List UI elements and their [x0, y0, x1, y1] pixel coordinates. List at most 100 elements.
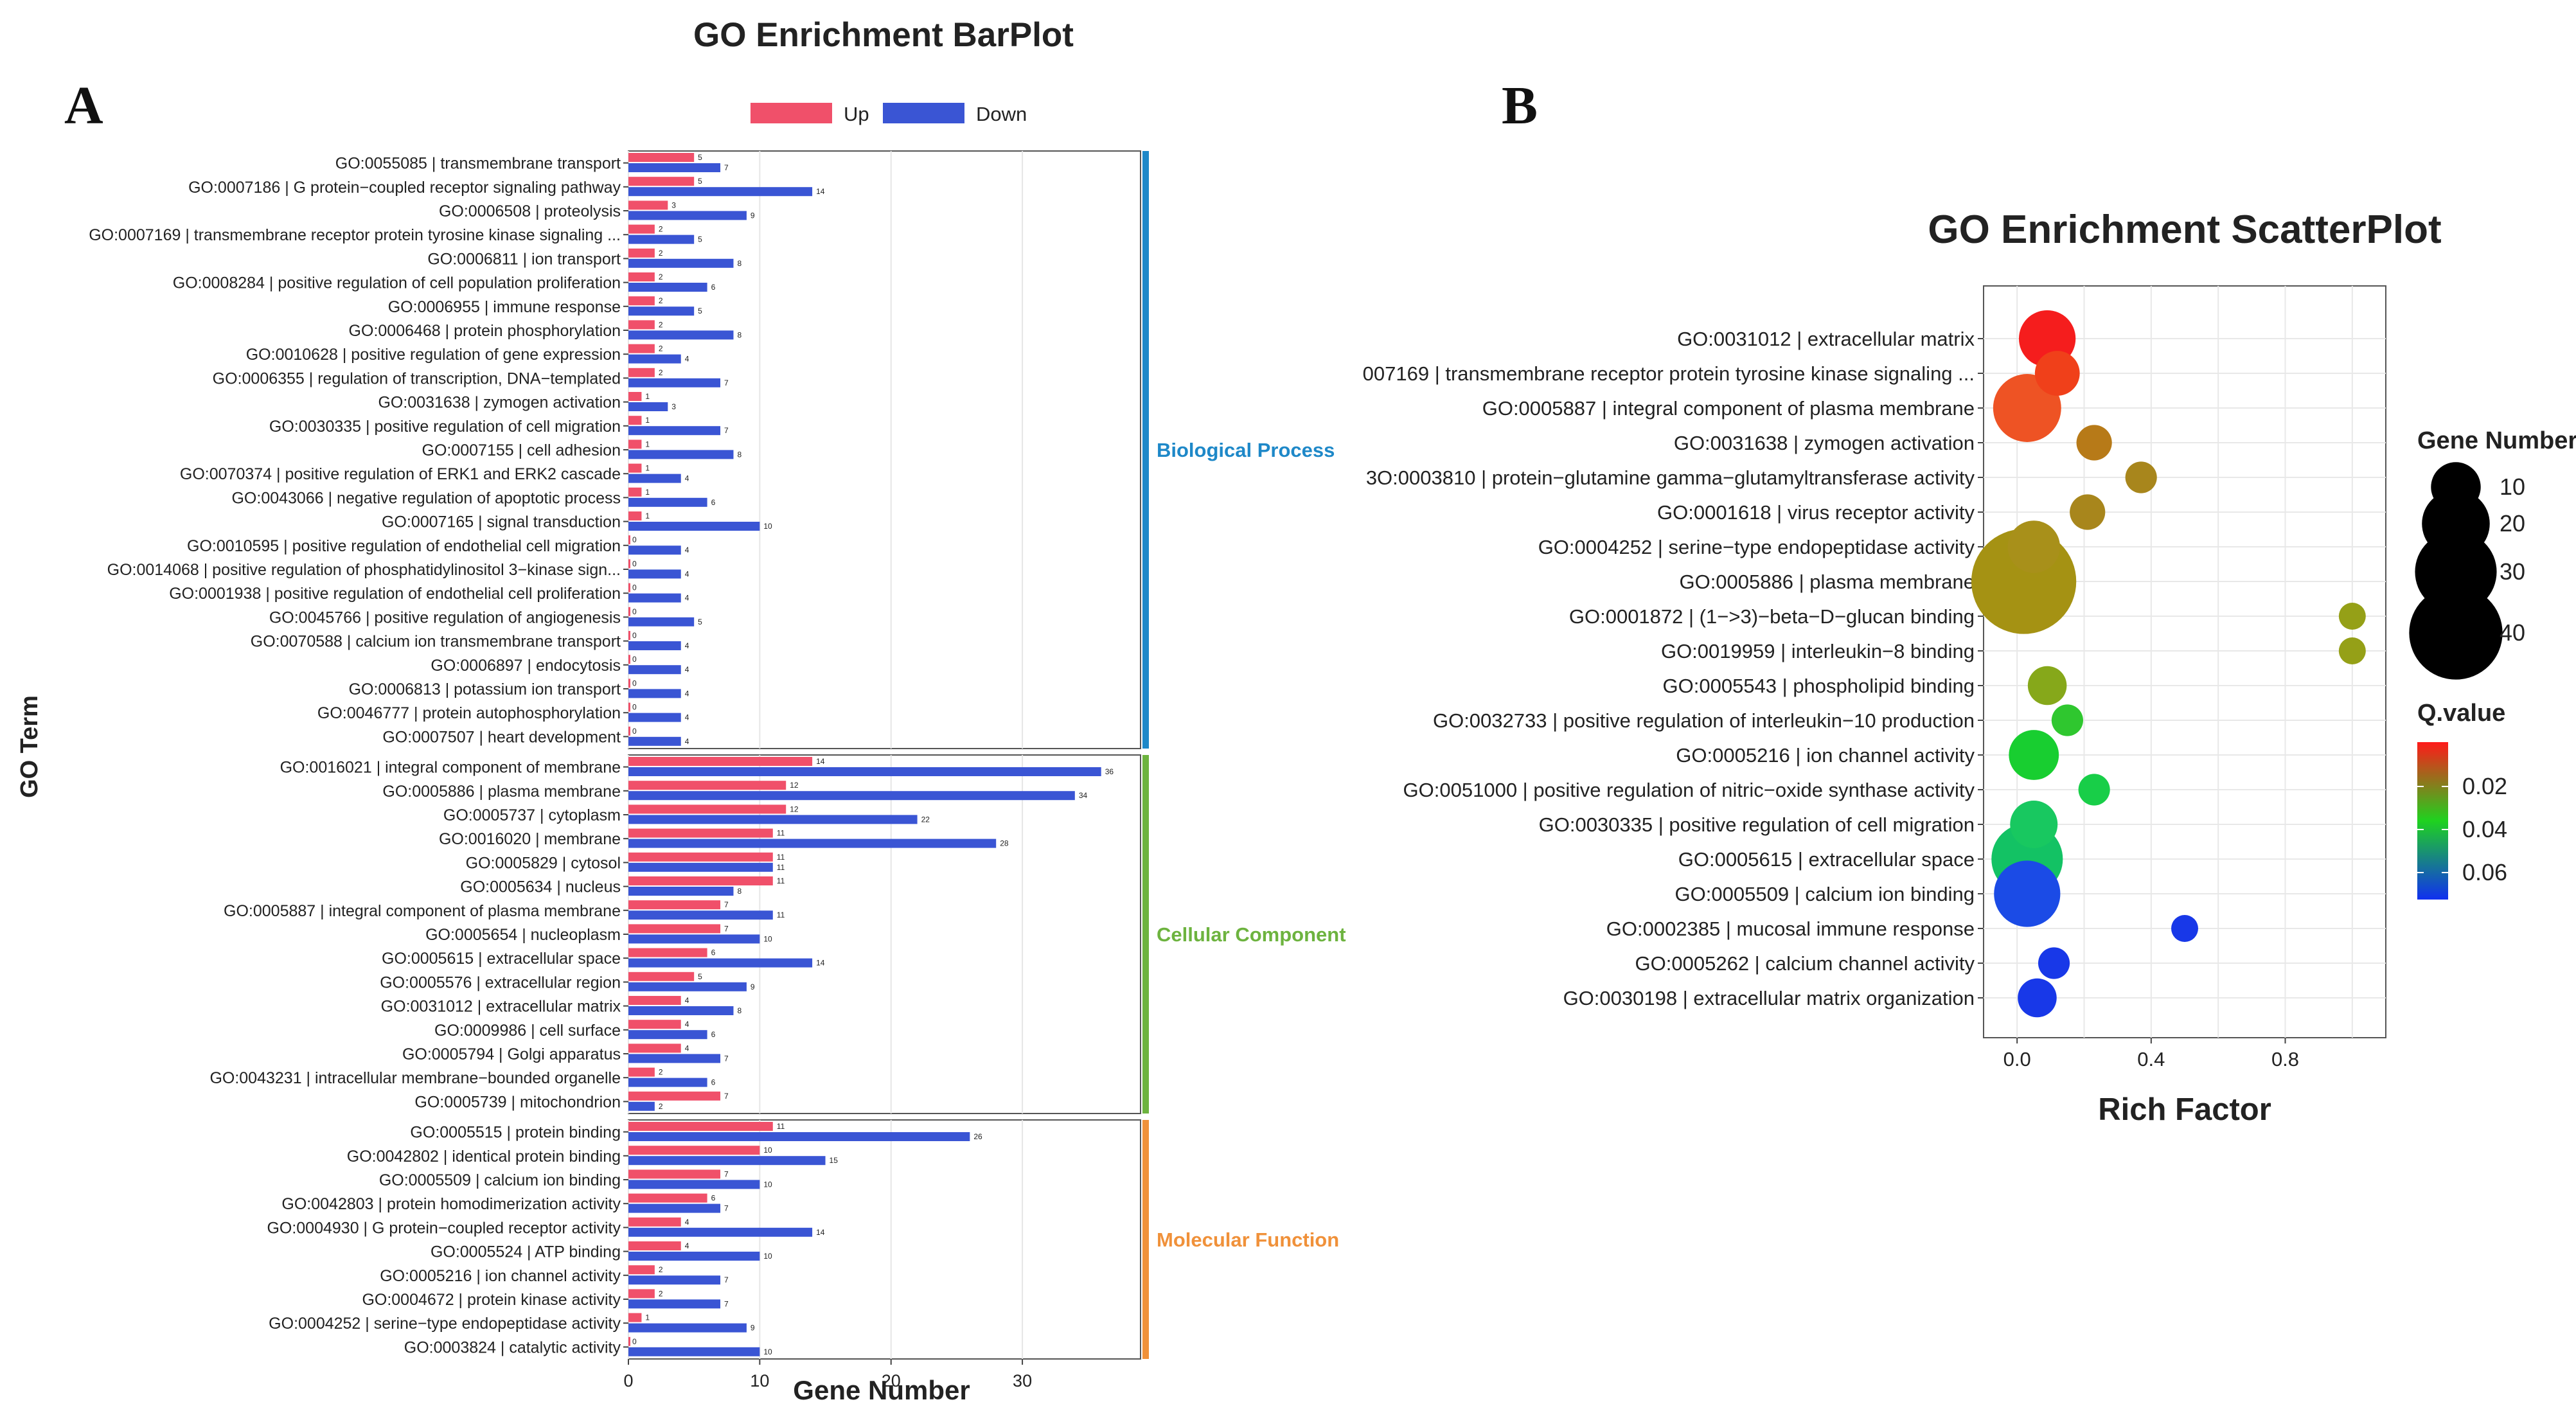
bar-legend: Up Down: [751, 103, 1027, 125]
bar-up-value: 0: [632, 727, 637, 736]
bar-up-value: 4: [685, 1043, 689, 1052]
bar-up: [628, 876, 773, 885]
group-frame: [628, 150, 1141, 749]
bar-up: [628, 1091, 721, 1101]
scatter-point: [1994, 860, 2061, 927]
go-term-label: GO:0005886 | plasma membrane: [382, 783, 621, 801]
group-label: Molecular Function: [1157, 1229, 1339, 1251]
x-tick-label: 0.4: [2137, 1048, 2165, 1070]
bar-up: [628, 804, 786, 814]
bar-up-value: 14: [816, 757, 825, 766]
bar-down-value: 4: [685, 689, 689, 698]
bar-up: [628, 972, 695, 981]
bar-up: [628, 463, 642, 473]
bar-up-value: 1: [645, 416, 650, 425]
bar-up-value: 1: [645, 439, 650, 448]
bar-up-value: 6: [711, 1194, 716, 1203]
bar-up: [628, 828, 773, 838]
bar-down-value: 11: [777, 910, 785, 919]
bar-down-value: 15: [830, 1156, 839, 1165]
scatter-point: [2034, 351, 2080, 396]
scatter-point: [2010, 801, 2058, 848]
bar-up-value: 5: [698, 972, 702, 981]
go-term-label: GO:0042803 | protein homodimerization ac…: [281, 1195, 621, 1213]
bar-down: [628, 1299, 721, 1309]
go-term-label: GO:0016021 | integral component of membr…: [280, 759, 621, 777]
scatter-point: [2009, 730, 2059, 780]
go-term-label: GO:0043231 | intracellular membrane−boun…: [209, 1069, 621, 1087]
bar-up-value: 11: [777, 1122, 785, 1131]
bar-down: [628, 474, 681, 483]
bar-down-value: 4: [685, 737, 689, 746]
bar-up-value: 7: [724, 1169, 729, 1178]
go-term-label: GO:0004672 | protein kinase activity: [362, 1291, 621, 1309]
scatter-term-label: GO:0005543 | phospholipid binding: [1663, 675, 1975, 697]
bar-up-value: 1: [645, 511, 650, 520]
bar-down: [628, 378, 721, 387]
bar-up: [628, 1146, 760, 1155]
scatter-term-label: GO:0005887 | integral component of plasm…: [1482, 397, 1975, 420]
bar-down: [628, 283, 707, 292]
bar-down-value: 7: [724, 1204, 729, 1213]
bar-up: [628, 900, 721, 910]
bar-up: [628, 1169, 721, 1179]
go-term-label: GO:0016020 | membrane: [439, 830, 621, 848]
bar-up-value: 5: [698, 177, 702, 186]
bar-down-value: 4: [685, 474, 689, 483]
bar-up-value: 5: [698, 153, 702, 162]
go-term-label: GO:0005524 | ATP binding: [431, 1243, 621, 1261]
x-tick-label: 0: [623, 1371, 633, 1390]
scatter-term-label: GO:0001618 | virus receptor activity: [1657, 501, 1975, 524]
bar-up-value: 7: [724, 1092, 729, 1101]
bar-down-value: 11: [777, 863, 785, 872]
bar-down-value: 5: [698, 306, 702, 315]
go-term-label: GO:0006355 | regulation of transcription…: [213, 369, 621, 387]
go-term-label: GO:0005737 | cytoplasm: [443, 806, 621, 824]
bar-up-value: 0: [632, 679, 637, 688]
bar-down-value: 6: [711, 1078, 716, 1087]
bar-up: [628, 1241, 681, 1250]
bar-up: [628, 439, 642, 449]
go-term-label: GO:0007155 | cell adhesion: [422, 441, 621, 459]
bar-up-value: 2: [659, 1289, 663, 1298]
bar-down-value: 7: [724, 163, 729, 172]
bar-up-value: 11: [777, 876, 785, 885]
size-legend-dot: [2409, 586, 2503, 680]
panel-label-b: B: [1502, 76, 1538, 136]
bar-down: [628, 593, 681, 603]
bar-down: [628, 402, 668, 411]
bar-group-cellular-component: 14 36 GO:0016021 | integral component of m…: [209, 754, 1346, 1114]
go-term-label: GO:0009986 | cell surface: [434, 1022, 621, 1040]
bar-up: [628, 631, 630, 640]
go-term-label: GO:0007186 | G protein−coupled receptor …: [188, 179, 621, 197]
bar-up: [628, 177, 695, 186]
scatter-point: [2078, 774, 2110, 806]
bar-down-value: 6: [711, 1030, 716, 1039]
go-term-label: GO:0001938 | positive regulation of endo…: [169, 585, 621, 603]
bar-down-value: 6: [711, 283, 716, 292]
legend-swatch-up: [751, 103, 832, 123]
bar-up: [628, 1217, 681, 1227]
scatter-point: [2027, 666, 2067, 706]
go-term-label: GO:0005576 | extracellular region: [380, 973, 621, 991]
bar-up-value: 10: [763, 1146, 772, 1155]
scatter-term-label: GO:0031638 | zymogen activation: [1674, 432, 1975, 454]
bar-down: [628, 665, 681, 675]
bar-up-value: 4: [685, 1218, 689, 1227]
scatter-point: [2125, 461, 2157, 493]
bar-down: [628, 1347, 760, 1356]
scatter-term-label: GO:0005615 | extracellular space: [1678, 848, 1975, 871]
go-term-label: GO:0046777 | protein autophosphorylation: [317, 704, 621, 722]
scatter-term-label: GO:0004252 | serine−type endopeptidase a…: [1538, 536, 1975, 558]
bar-down-value: 14: [816, 959, 825, 968]
legend-swatch-down: [883, 103, 964, 123]
bar-up-value: 4: [685, 996, 689, 1005]
bar-down: [628, 258, 734, 268]
bar-up: [628, 535, 630, 545]
bar-down: [628, 1323, 747, 1333]
bar-up-value: 2: [659, 320, 663, 329]
bar-up-value: 2: [659, 296, 663, 305]
go-term-label: GO:0005515 | protein binding: [410, 1124, 621, 1142]
bar-down-value: 10: [763, 1180, 772, 1189]
bar-up-value: 11: [777, 829, 785, 838]
